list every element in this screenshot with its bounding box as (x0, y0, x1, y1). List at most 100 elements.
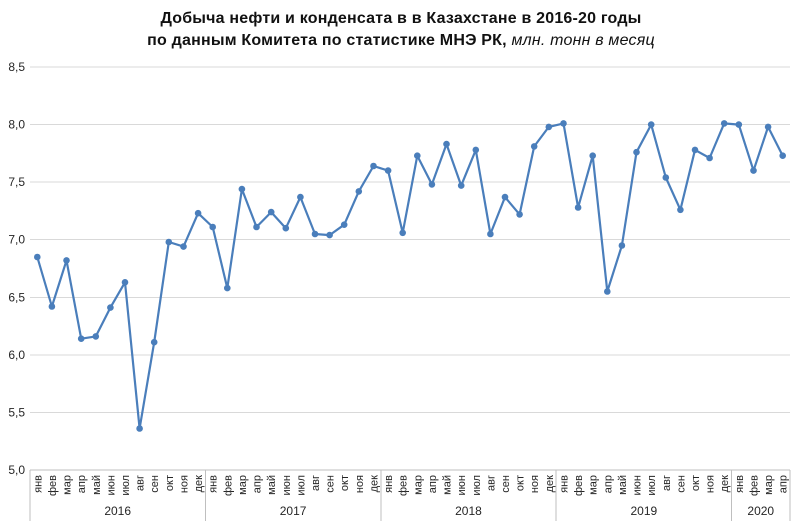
data-point (604, 288, 611, 295)
data-point (370, 162, 377, 170)
x-axis-month-label: мар (62, 475, 74, 495)
data-point (560, 120, 567, 127)
data-point (150, 338, 158, 346)
x-axis-month-label: фев (398, 475, 410, 496)
data-point (399, 229, 407, 237)
x-axis-month-label: май (266, 475, 278, 495)
x-axis-month-label: мар (412, 475, 424, 495)
x-axis-year-label: 2020 (747, 504, 774, 518)
x-axis-month-label: июн (281, 475, 293, 495)
x-axis-year-label: 2017 (280, 504, 307, 518)
data-point (107, 304, 114, 311)
data-point (633, 148, 640, 156)
data-point (574, 204, 582, 211)
x-axis-month-label: янв (558, 475, 570, 493)
data-point (282, 224, 290, 232)
chart-subtitle: по данным Комитета по статистике МНЭ РК,… (0, 30, 802, 52)
x-axis-month-label: окт (515, 475, 527, 491)
data-point (384, 167, 392, 174)
x-axis-month-label: окт (690, 475, 702, 491)
x-axis-month-label: июл (646, 475, 658, 496)
x-axis-month-label: дек (368, 475, 380, 493)
data-point (63, 257, 70, 264)
x-axis-month-label: окт (164, 475, 176, 491)
data-point (428, 181, 436, 188)
x-axis-month-label: дек (719, 475, 731, 493)
data-point (443, 140, 450, 148)
x-axis-month-label: фев (222, 475, 234, 496)
data-point (340, 221, 348, 228)
x-axis-month-label: сен (675, 475, 687, 493)
x-axis-month-label: сен (500, 475, 512, 493)
data-point (121, 279, 129, 286)
data-point (618, 242, 626, 249)
x-axis-month-label: янв (383, 475, 395, 493)
y-axis-tick-label: 6,0 (8, 348, 25, 362)
data-point (209, 223, 216, 231)
x-axis-month-label: май (617, 475, 629, 495)
x-axis-month-label: июн (456, 475, 468, 495)
x-axis-month-label: апр (778, 475, 790, 493)
x-axis-month-label: дек (193, 475, 205, 493)
x-axis-year-label: 2016 (104, 504, 131, 518)
data-point (311, 230, 319, 238)
x-axis-month-label: окт (339, 475, 351, 491)
data-point (706, 154, 713, 162)
chart-subtitle-units: млн. тонн в месяц (506, 32, 655, 49)
data-point (501, 193, 509, 201)
data-point (355, 188, 363, 195)
data-point (224, 284, 231, 292)
x-axis-month-label: авг (485, 475, 497, 491)
data-point (487, 230, 494, 238)
x-axis-month-label: май (442, 475, 454, 495)
data-point (662, 174, 670, 181)
data-point (545, 123, 553, 131)
data-point (457, 182, 465, 189)
data-point (136, 425, 143, 432)
x-axis-month-label: авг (310, 475, 322, 491)
data-point (194, 209, 202, 217)
x-axis-month-label: фев (47, 475, 59, 496)
chart-title-block: Добыча нефти и конденсата в в Казахстане… (0, 8, 802, 52)
x-axis-month-label: ноя (178, 475, 190, 493)
x-axis-month-label: апр (76, 475, 88, 493)
x-axis-month-label: апр (602, 475, 614, 493)
x-axis-month-label: май (91, 475, 103, 495)
y-axis-tick-label: 7,5 (8, 175, 25, 189)
data-point (779, 152, 786, 159)
x-axis-month-label: янв (32, 475, 44, 493)
data-point (530, 143, 538, 150)
data-point (414, 152, 421, 159)
x-axis-month-label: ноя (354, 475, 366, 493)
data-point (238, 185, 246, 193)
x-axis-month-label: мар (588, 475, 600, 495)
data-point (764, 123, 772, 131)
data-point (720, 120, 728, 127)
data-point (92, 333, 100, 340)
y-axis-tick-label: 5,0 (8, 463, 25, 477)
data-point (750, 167, 757, 174)
x-axis-month-label: авг (661, 475, 673, 491)
x-axis-month-label: апр (427, 475, 439, 493)
data-point (77, 335, 85, 343)
series-line (36, 122, 784, 430)
data-point (267, 208, 275, 216)
data-point (691, 146, 699, 154)
data-point (472, 146, 480, 154)
x-axis-month-label: янв (208, 475, 220, 493)
x-axis-month-label: янв (734, 475, 746, 493)
data-point (165, 238, 173, 246)
data-point (180, 243, 187, 250)
x-axis-month-label: мар (763, 475, 775, 495)
x-axis-month-label: июн (632, 475, 644, 495)
data-point (253, 223, 260, 231)
x-axis-month-label: фев (573, 475, 585, 496)
data-point (297, 193, 304, 201)
y-axis-tick-label: 8,5 (8, 60, 25, 74)
x-axis-month-label: ноя (705, 475, 717, 493)
chart-subtitle-source: по данным Комитета по статистике МНЭ РК, (147, 32, 507, 49)
x-axis-month-label: сен (149, 475, 161, 493)
y-axis-tick-label: 5,5 (8, 405, 25, 419)
